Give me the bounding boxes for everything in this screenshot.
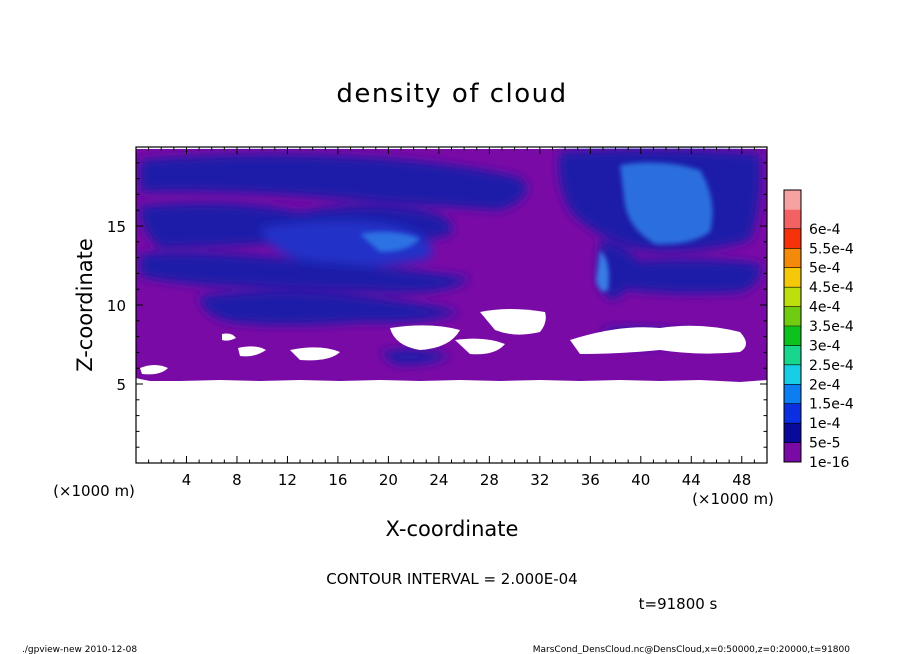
x-tick-label: 16 bbox=[328, 471, 347, 489]
x-tick-label: 28 bbox=[480, 471, 499, 489]
colorbar-swatch bbox=[784, 403, 801, 424]
colorbar-swatch bbox=[784, 190, 801, 210]
x-tick-label: 36 bbox=[581, 471, 600, 489]
y-axis-label: Z-coordinate bbox=[73, 238, 97, 372]
colorbar-swatch bbox=[784, 306, 801, 327]
colorbar-label: 1e-16 bbox=[809, 455, 849, 471]
colorbar-label: 5e-5 bbox=[809, 436, 840, 452]
colorbar-swatch bbox=[784, 345, 801, 366]
contour-interval: CONTOUR INTERVAL = 2.000E-04 bbox=[326, 570, 577, 588]
colorbar-swatch bbox=[784, 364, 801, 385]
colorbar-swatch bbox=[784, 287, 801, 307]
plot-area bbox=[136, 149, 767, 382]
x-tick-label: 48 bbox=[732, 471, 751, 489]
colorbar-label: 2e-4 bbox=[809, 377, 841, 393]
colorbar-swatch bbox=[784, 442, 801, 463]
colorbar-swatch bbox=[784, 326, 801, 346]
x-axis-label: X-coordinate bbox=[386, 517, 519, 541]
colorbar-label: 2.5e-4 bbox=[809, 358, 854, 374]
colorbar-label: 5e-4 bbox=[809, 261, 841, 277]
x-tick-label: 32 bbox=[530, 471, 549, 489]
x-tick-label: 8 bbox=[232, 471, 242, 489]
x-tick-label: 20 bbox=[379, 471, 398, 489]
y-tick-label: 10 bbox=[107, 297, 126, 315]
x-axis-ticks: 4 8 12 16 20 24 28 32 36 40 44 48 bbox=[148, 147, 755, 489]
colorbar: 1e-16 5e-5 1e-4 1.5e-4 2e-4 2.5e-4 3e-4 3.5e-4 4… bbox=[783, 189, 854, 471]
colorbar-label: 4.5e-4 bbox=[809, 280, 854, 296]
clear-air-gaps bbox=[140, 309, 746, 375]
colorbar-label: 6e-4 bbox=[809, 222, 841, 238]
colorbar-label: 4e-4 bbox=[809, 300, 841, 316]
footer-left: ./gpview-new 2010-12-08 bbox=[22, 645, 137, 654]
x-unit-label-left: (×1000 m) bbox=[53, 482, 135, 500]
footer-right: MarsCond_DensCloud.nc@DensCloud,x=0:5000… bbox=[533, 645, 850, 654]
x-tick-label: 4 bbox=[182, 471, 192, 489]
colorbar-swatch bbox=[784, 248, 801, 269]
chart-title: density of cloud bbox=[336, 79, 567, 109]
colorbar-swatch bbox=[784, 423, 801, 443]
colorbar-label: 3.5e-4 bbox=[809, 319, 854, 335]
x-unit-label-right: (×1000 m) bbox=[692, 490, 774, 508]
light-blue-convective-core bbox=[360, 162, 713, 292]
colorbar-label: 1e-4 bbox=[809, 416, 841, 432]
y-tick-label: 15 bbox=[107, 218, 126, 236]
x-tick-label: 24 bbox=[429, 471, 448, 489]
colorbar-label: 1.5e-4 bbox=[809, 397, 854, 413]
x-tick-label: 44 bbox=[682, 471, 701, 489]
colorbar-swatch bbox=[784, 384, 801, 405]
colorbar-swatch bbox=[784, 209, 801, 230]
x-tick-label: 40 bbox=[631, 471, 650, 489]
colorbar-label: 3e-4 bbox=[809, 338, 841, 354]
colorbar-swatch bbox=[784, 267, 801, 288]
y-tick-label: 5 bbox=[116, 376, 126, 394]
colorbar-swatch bbox=[784, 228, 801, 249]
colorbar-label: 5.5e-4 bbox=[809, 241, 854, 257]
y-axis-ticks: 5 10 15 bbox=[107, 162, 767, 448]
time-label: t=91800 s bbox=[639, 595, 718, 613]
x-tick-label: 12 bbox=[278, 471, 297, 489]
